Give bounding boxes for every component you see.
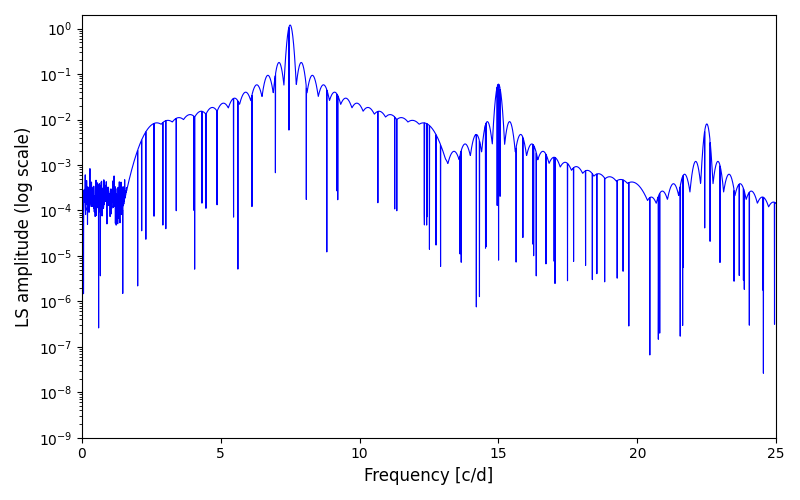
Y-axis label: LS amplitude (log scale): LS amplitude (log scale) — [15, 126, 33, 326]
X-axis label: Frequency [c/d]: Frequency [c/d] — [364, 467, 494, 485]
